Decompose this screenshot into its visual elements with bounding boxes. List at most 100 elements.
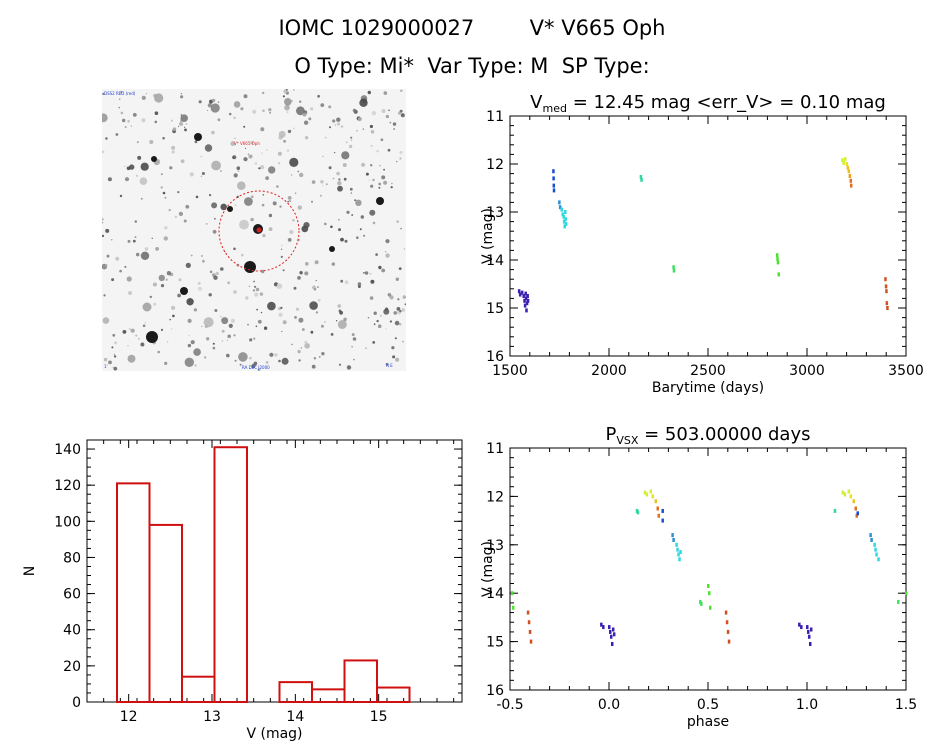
- star: [234, 359, 237, 362]
- star: [343, 317, 347, 322]
- star: [142, 324, 146, 328]
- star: [370, 130, 375, 134]
- star: [135, 334, 138, 337]
- star: [221, 317, 229, 325]
- star: [339, 310, 343, 315]
- star: [360, 215, 364, 219]
- star: [364, 271, 369, 275]
- star: [268, 227, 273, 232]
- star: [352, 337, 357, 341]
- star: [369, 296, 374, 300]
- star: [393, 128, 396, 130]
- star: [278, 312, 283, 317]
- data-point: [884, 277, 887, 282]
- data-point: [776, 260, 780, 265]
- x-tick-label: 12: [120, 709, 138, 725]
- star: [262, 109, 265, 112]
- image-label-marker: V* V665 Oph: [234, 141, 260, 146]
- star: [154, 93, 164, 103]
- star: [340, 279, 344, 283]
- star: [200, 155, 203, 158]
- star: [372, 341, 376, 344]
- star: [404, 303, 406, 306]
- data-point: [777, 272, 780, 277]
- star: [194, 364, 197, 367]
- star: [351, 345, 353, 348]
- star: [341, 151, 350, 160]
- star: [389, 320, 392, 323]
- star: [185, 262, 191, 268]
- star: [212, 229, 217, 234]
- star: [344, 280, 349, 285]
- data-point: [847, 169, 851, 174]
- star: [283, 139, 286, 143]
- star: [111, 278, 115, 282]
- data-point: [602, 625, 605, 630]
- star: [206, 223, 208, 225]
- star: [304, 340, 308, 344]
- bright-star: [329, 246, 335, 252]
- star: [211, 98, 216, 103]
- star: [140, 251, 150, 260]
- star: [381, 268, 386, 273]
- data-point: [844, 157, 847, 162]
- star: [208, 293, 212, 297]
- data-point: [833, 508, 837, 513]
- star: [303, 222, 310, 229]
- star: [226, 339, 229, 341]
- star: [281, 244, 283, 246]
- star: [338, 219, 340, 221]
- star: [127, 239, 131, 243]
- star: [328, 105, 332, 109]
- star: [118, 98, 121, 100]
- star: [189, 172, 194, 177]
- star: [300, 347, 303, 349]
- star: [243, 157, 248, 162]
- star: [322, 185, 324, 187]
- data-point: [526, 294, 529, 298]
- data-point: [608, 625, 611, 630]
- star: [299, 172, 304, 178]
- x-tick-label: 2000: [591, 363, 627, 379]
- star: [385, 114, 389, 119]
- star: [152, 282, 157, 287]
- y-tick-label: 14: [486, 586, 504, 602]
- x-tick-label: 2500: [690, 363, 726, 379]
- star: [144, 322, 146, 324]
- star: [340, 125, 344, 128]
- star: [136, 141, 139, 144]
- star: [114, 341, 117, 345]
- star: [370, 144, 373, 147]
- star: [324, 222, 327, 226]
- star: [346, 365, 352, 370]
- y-tick-label: 100: [54, 514, 81, 530]
- x-tick-label: 15: [370, 709, 388, 725]
- star: [277, 162, 281, 165]
- star: [285, 89, 288, 91]
- star: [350, 136, 353, 139]
- data-point: [654, 499, 658, 504]
- y-tick-label: 20: [63, 659, 81, 675]
- star: [390, 186, 393, 189]
- star: [124, 126, 127, 129]
- star: [233, 334, 236, 337]
- star: [340, 237, 344, 242]
- star: [337, 320, 347, 329]
- star: [317, 94, 320, 98]
- data-point: [636, 510, 640, 515]
- star: [138, 338, 140, 340]
- star: [369, 272, 372, 275]
- star: [220, 170, 222, 172]
- data-point: [523, 298, 526, 303]
- star: [250, 217, 254, 222]
- data-point: [564, 210, 567, 214]
- star: [356, 130, 358, 132]
- star: [288, 199, 292, 203]
- star: [364, 347, 367, 350]
- star: [140, 162, 149, 171]
- light-curve-chart: 1500 2000 2500 3000 3500 11 12 13 14 15 16 Barytime…: [480, 92, 924, 396]
- star: [180, 93, 183, 95]
- star: [262, 91, 265, 95]
- star: [367, 90, 371, 95]
- star: [363, 234, 366, 237]
